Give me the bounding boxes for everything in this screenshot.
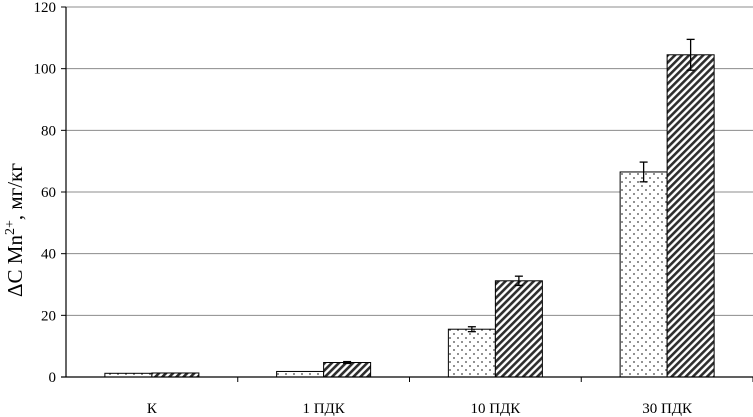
- x-tick-label: К: [147, 401, 158, 417]
- bars: [104, 54, 715, 378]
- x-tick-label: 10 ПДК: [470, 401, 521, 417]
- y-tick-label: 40: [41, 247, 56, 263]
- error-bars: [343, 38, 695, 365]
- y-axis-title: ΔC Mn2+, мг/кг: [3, 163, 27, 297]
- y-tick-label: 0: [49, 370, 57, 386]
- y-axis-title-superscript: 2+: [3, 220, 18, 235]
- y-tick-label: 100: [34, 62, 57, 78]
- bar-series-2: [151, 372, 200, 378]
- y-axis-title-prefix: ΔC Mn: [3, 235, 27, 297]
- bar-series-1: [619, 171, 668, 378]
- y-tick-label: 60: [41, 185, 56, 201]
- y-axis-title-suffix: , мг/кг: [3, 163, 27, 220]
- x-tick-label: 30 ПДК: [642, 401, 693, 417]
- bar-series-2: [666, 54, 715, 378]
- x-tick-label: 1 ПДК: [302, 401, 345, 417]
- y-axis-ticks: 0 20 40 60 80 100 120: [34, 0, 66, 386]
- bar-series-1: [447, 328, 496, 378]
- x-axis-ticks: К 1 ПДК 10 ПДК 30 ПДК: [147, 377, 753, 417]
- y-tick-label: 120: [34, 0, 57, 16]
- axes: [61, 7, 753, 378]
- y-tick-label: 80: [41, 123, 56, 139]
- bar-series-2: [494, 280, 543, 378]
- y-tick-label: 20: [41, 308, 56, 324]
- bar-series-1: [276, 370, 325, 378]
- bar-series-2: [323, 362, 372, 378]
